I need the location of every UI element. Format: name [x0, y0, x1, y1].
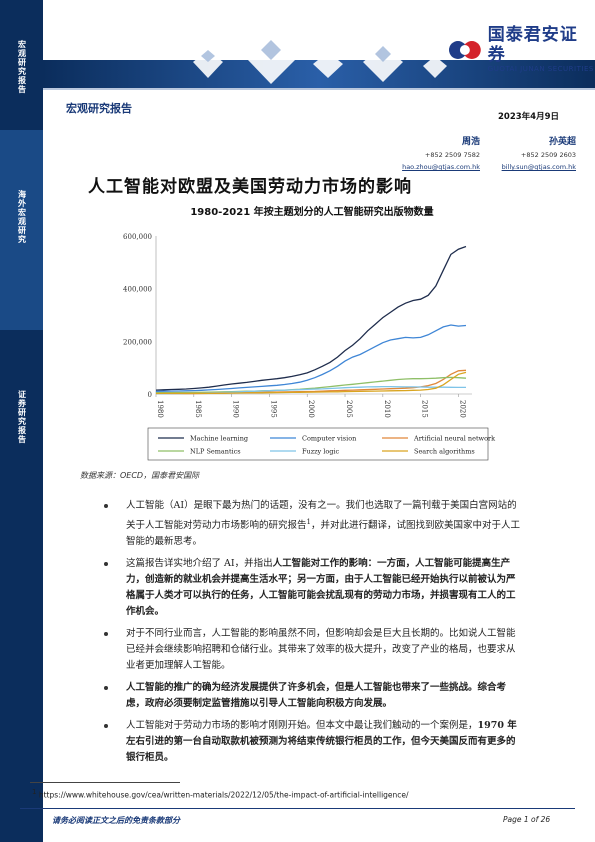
analyst-phone: +852 2509 2603	[520, 151, 576, 159]
series-line-search-algorithms	[155, 371, 467, 395]
x-tick-label: 1980	[156, 400, 164, 418]
figure-title: 1980-2021 年按主题划分的人工智能研究出版物数量	[190, 207, 434, 218]
footer-divider	[20, 808, 575, 809]
bullet-text: 这篇报告详实地介绍了 AI，并指出	[126, 558, 273, 570]
logo-text-en: GUOTAI JUNAN SECURITIES	[487, 65, 594, 73]
publications-line-chart: 0 200,000 400,000 600,000 1980 1985 1990 1995 20…	[123, 233, 495, 461]
series-line-nlp-semantics	[155, 376, 467, 394]
series-line-computer-vision	[155, 324, 467, 393]
sidebar-label: 宏观研究报告	[17, 40, 27, 94]
summary-bullets: 人工智能（AI）是眼下最为热门的话题，没有之一。我们也选取了一篇刊载于美国白宫网…	[104, 498, 520, 772]
bullet-text: 人工智能对工作的影响：一方面，人工智能可能提高生产力，创造新的就业机会并提高生活…	[126, 558, 516, 618]
bullet-text: 1970 年左右引进的第一台自动取款机被预测为将结束传统银行柜员的工作，但今天美…	[126, 720, 517, 764]
legend-label: Artificial neural network	[413, 435, 495, 443]
analyst-email[interactable]: billy.sun@gtjas.com.hk	[501, 163, 576, 171]
footnote-divider	[30, 782, 180, 783]
x-tick-label: 2005	[345, 400, 353, 418]
header-diamond-graphic	[43, 40, 595, 90]
legend-label: Fuzzy logic	[302, 448, 340, 456]
analyst-phone: +852 2509 7582	[424, 151, 480, 159]
bullet-dot-icon	[104, 632, 108, 637]
x-tick-label: 2010	[383, 400, 391, 418]
footnote-number: 1	[32, 788, 37, 796]
bullet-dot-icon	[104, 724, 108, 729]
y-tick-label: 400,000	[123, 286, 152, 294]
series-line-machine-learning	[155, 245, 467, 391]
report-title: 人工智能对欧盟及美国劳动力市场的影响	[88, 177, 412, 197]
chart-legend	[147, 427, 489, 461]
bullet-dot-icon	[104, 686, 108, 691]
legend-label: NLP Semantics	[190, 448, 241, 456]
footnote-ref: 1	[306, 518, 311, 526]
analyst-email[interactable]: hao.zhou@gtjas.com.hk	[402, 163, 480, 171]
bullet-item: 这篇报告详实地介绍了 AI，并指出人工智能对工作的影响：一方面，人工智能可能提高…	[104, 556, 520, 620]
x-tick-label: 2020	[458, 400, 466, 418]
bullet-item: 人工智能对于劳动力市场的影响才刚刚开始。但本文中最让我们触动的一个案例是，197…	[104, 718, 520, 766]
sidebar: 宏观研究报告 海外宏观研究 证券研究报告	[0, 0, 43, 842]
x-tick-label: 1985	[194, 400, 202, 418]
sidebar-segment-overseas: 海外宏观研究	[0, 130, 43, 330]
bullet-text: 人工智能的推广的确为经济发展提供了许多机会，但是人工智能也带来了一些挑战。综合考…	[126, 682, 507, 710]
figure-source: 数据来源：OECD，国泰君安国际	[80, 471, 200, 480]
legend-label: Search algorithms	[414, 448, 475, 456]
x-tick-label: 2000	[307, 400, 315, 418]
report-date: 2023年4月9日	[498, 112, 559, 122]
y-tick-label: 600,000	[123, 233, 152, 241]
x-tick-label: 1995	[269, 400, 277, 418]
x-tick-label: 1990	[232, 400, 240, 418]
sidebar-segment-macro: 宏观研究报告	[0, 0, 43, 130]
bullet-item: 人工智能的推广的确为经济发展提供了许多机会，但是人工智能也带来了一些挑战。综合考…	[104, 680, 520, 712]
x-tick-label: 2015	[421, 400, 429, 418]
bullet-dot-icon	[104, 504, 108, 508]
bullet-text: 人工智能（AI）是眼下最为热门的话题，没有之一。我们也选取了一篇刊载于美国白宫网…	[126, 500, 517, 532]
y-tick-label: 200,000	[123, 338, 152, 346]
sidebar-label: 证券研究报告	[17, 390, 27, 444]
report-type: 宏观研究报告	[66, 102, 132, 115]
analyst-2: 孙英超 +852 2509 2603 billy.sun@gtjas.com.h…	[486, 135, 576, 173]
legend-label: Computer vision	[302, 435, 356, 443]
analyst-1: 周浩 +852 2509 7582 hao.zhou@gtjas.com.hk	[390, 135, 480, 173]
header-banner: 国泰君安证券 GUOTAI JUNAN SECURITIES	[43, 0, 595, 92]
footer-disclaimer: 请务必阅读正文之后的免责条款部分	[52, 816, 180, 825]
sidebar-label: 海外宏观研究	[17, 190, 27, 244]
legend-label: Machine learning	[190, 435, 248, 443]
analyst-name: 周浩	[461, 137, 480, 147]
company-logo: 国泰君安证券 GUOTAI JUNAN SECURITIES	[448, 25, 595, 74]
bullet-item: 人工智能（AI）是眼下最为热门的话题，没有之一。我们也选取了一篇刊载于美国白宫网…	[104, 498, 520, 550]
bullet-text: 人工智能对于劳动力市场的影响才刚刚开始。但本文中最让我们触动的一个案例是，	[126, 720, 478, 732]
bullet-item: 对于不同行业而言，人工智能的影响虽然不同，但影响却会是巨大且长期的。比如说人工智…	[104, 626, 520, 674]
page-number: Page 1 of 26	[503, 815, 551, 824]
footnote-link[interactable]: https://www.whitehouse.gov/cea/written-m…	[38, 790, 409, 800]
analyst-name: 孙英超	[548, 137, 576, 147]
bullet-dot-icon	[104, 562, 108, 567]
bullet-text: ，并对此进行翻译，试图找到欧美国家中对于人工智能的最新思考。	[126, 520, 520, 548]
sidebar-segment-research: 证券研究报告	[0, 330, 43, 842]
footnote: 1 https://www.whitehouse.gov/cea/written…	[32, 788, 409, 800]
bullet-text: 对于不同行业而言，人工智能的影响虽然不同，但影响却会是巨大且长期的。比如说人工智…	[126, 628, 516, 672]
logo-mark-icon	[448, 40, 481, 59]
logo-text-cn: 国泰君安证券	[487, 25, 578, 65]
y-tick-label: 0	[148, 391, 152, 399]
